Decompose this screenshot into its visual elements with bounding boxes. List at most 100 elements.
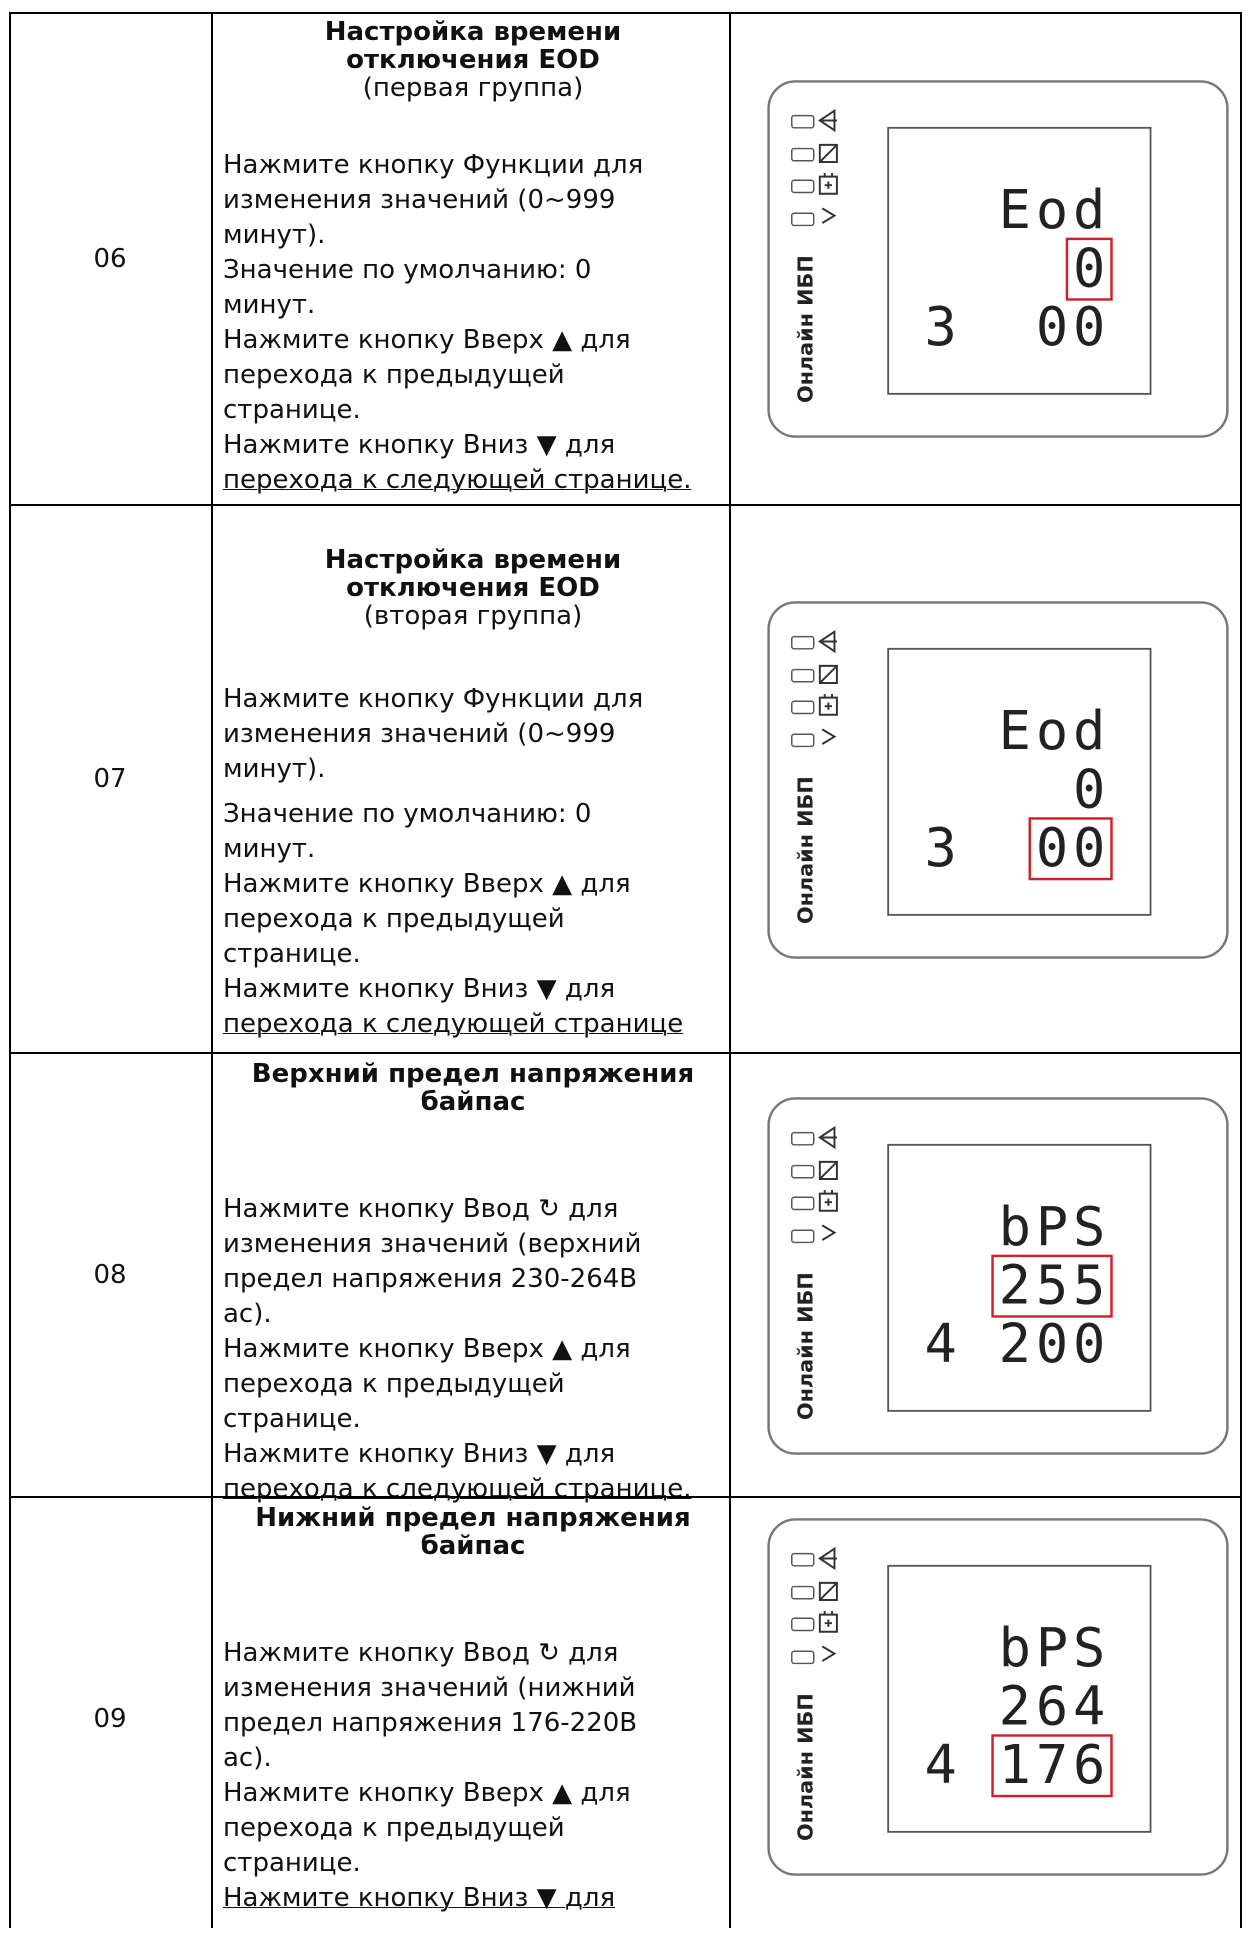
- heading: байпас: [420, 1087, 526, 1117]
- text-line: перехода к предыдущей: [223, 904, 565, 934]
- panel-label: Онлайн ИБП: [793, 1693, 817, 1841]
- icon-battery: [818, 693, 838, 716]
- text-line: минут.: [223, 290, 316, 320]
- text-line: минут.: [223, 834, 316, 864]
- indicator: [791, 1164, 815, 1179]
- paragraph: Нажмите кнопку Ввод ↻ для изменения значе…: [223, 1192, 723, 1332]
- lcd-code: Eod: [999, 178, 1111, 241]
- text-line: Нажмите кнопку Ввод ↻ для: [223, 1638, 619, 1668]
- text-line: перехода к предыдущей: [223, 1813, 565, 1843]
- lcd-value: 200: [999, 1312, 1111, 1375]
- lcd-index: 4: [924, 1312, 961, 1375]
- icon-battery-fault: [818, 143, 838, 163]
- table-border: [9, 12, 11, 1928]
- text-line: Нажмите кнопку Вверх ▲ для: [223, 1778, 631, 1808]
- indicator: [791, 212, 815, 227]
- row-number: 06: [93, 244, 127, 274]
- text-line: Нажмите кнопку Вниз ▼ для: [223, 974, 616, 1004]
- description: Настройка времени отключения EOD (первая г…: [223, 18, 723, 102]
- text-line: минут).: [223, 754, 326, 784]
- indicator: [791, 668, 815, 683]
- heading: отключения EOD: [346, 573, 600, 603]
- text-line: Нажмите кнопку Вниз ▼ для: [223, 430, 616, 460]
- table-border: [729, 12, 731, 1928]
- lcd-value: 255: [999, 1253, 1111, 1316]
- text-line: перехода к предыдущей: [223, 1369, 565, 1399]
- table-border: [1240, 12, 1242, 1928]
- indicator: [791, 635, 815, 650]
- panel-label: Онлайн ИБП: [793, 1272, 817, 1420]
- icon-ac: [821, 1645, 837, 1662]
- table-row: 08 Верхний предел напряжения байпас Нажмите…: [9, 1052, 1242, 1504]
- text-line: Нажмите кнопку Вверх ▲ для: [223, 869, 631, 899]
- lcd-code: bPS: [999, 1195, 1111, 1258]
- icon-bypass: [818, 629, 837, 654]
- highlight-box: [991, 1734, 1113, 1798]
- icon-bypass: [818, 1546, 837, 1571]
- panel-label: Онлайн ИБП: [793, 255, 817, 403]
- text-line: странице.: [223, 1848, 361, 1878]
- heading: Настройка времени: [324, 545, 622, 575]
- text-line: ас).: [223, 1743, 272, 1773]
- icon-ac: [821, 728, 837, 745]
- text-line: странице.: [223, 939, 361, 969]
- text-line: изменения значений (0~999: [223, 185, 616, 215]
- indicator: [791, 1585, 815, 1600]
- highlight-box: [1065, 237, 1113, 301]
- paragraph: Значение по умолчанию: 0 минут.: [223, 797, 723, 867]
- indicator: [791, 1229, 815, 1244]
- lcd-value: 00: [1036, 816, 1110, 879]
- subheading: (первая группа): [362, 73, 584, 103]
- text-line: перехода к следующей странице: [223, 1009, 684, 1039]
- text-line: Нажмите кнопку Вниз ▼ для: [223, 1883, 616, 1913]
- indicator: [791, 1617, 815, 1632]
- icon-bypass: [818, 1125, 837, 1150]
- text-line: странице.: [223, 395, 361, 425]
- row-number: 08: [93, 1260, 127, 1290]
- heading: байпас: [420, 1531, 526, 1561]
- text-line: изменения значений (верхний: [223, 1229, 642, 1259]
- highlight-box: [1028, 817, 1113, 881]
- heading: Настройка времени: [324, 17, 622, 47]
- lcd-code: Eod: [999, 699, 1111, 762]
- instructions: Нажмите кнопку Ввод ↻ для изменения значе…: [223, 1192, 723, 1507]
- table-row: 07 Настройка времени отключения EOD (вторая…: [9, 504, 1242, 1052]
- lcd-screen: [887, 1143, 1152, 1412]
- indicator: [791, 179, 815, 194]
- lcd-index: 3: [924, 295, 961, 358]
- text-line: Нажмите кнопку Функции для: [223, 150, 644, 180]
- icon-battery: [818, 1189, 838, 1212]
- paragraph: Нажмите кнопку Функции для изменения знач…: [223, 682, 723, 787]
- table-border: [211, 12, 213, 1928]
- paragraph: Значение по умолчанию: 0 минут.: [223, 253, 723, 323]
- indicator: [791, 1196, 815, 1211]
- lcd-code: bPS: [999, 1616, 1111, 1679]
- lcd-value: 176: [999, 1733, 1111, 1796]
- subheading: (вторая группа): [363, 601, 583, 631]
- description: Верхний предел напряжения байпас: [223, 1060, 723, 1116]
- panel-label: Онлайн ИБП: [793, 776, 817, 924]
- text-line: Нажмите кнопку Функции для: [223, 684, 644, 714]
- text-line: странице.: [223, 1404, 361, 1434]
- row-number: 09: [93, 1704, 127, 1734]
- text-line: Нажмите кнопку Ввод ↻ для: [223, 1194, 619, 1224]
- text-line: Нажмите кнопку Вниз ▼ для: [223, 1439, 616, 1469]
- paragraph: Нажмите кнопку Вниз ▼ для перехода к след…: [223, 1437, 723, 1507]
- paragraph: Нажмите кнопку Ввод ↻ для изменения значе…: [223, 1636, 723, 1776]
- indicator: [791, 114, 815, 129]
- paragraph: Нажмите кнопку Вниз ▼ для перехода к след…: [223, 972, 723, 1042]
- table-row: 09 Нижний предел напряжения байпас Нажмите …: [9, 1496, 1242, 1940]
- icon-ac: [821, 1224, 837, 1241]
- description: Нижний предел напряжения байпас: [223, 1504, 723, 1560]
- icon-battery-fault: [818, 664, 838, 684]
- text-line: перехода к следующей странице.: [223, 465, 692, 495]
- table-row: 06 Настройка времени отключения EOD (первая…: [9, 12, 1242, 504]
- paragraph: Нажмите кнопку Вверх ▲ для перехода к пре…: [223, 1332, 723, 1437]
- paragraph: Нажмите кнопку Вверх ▲ для перехода к пре…: [223, 323, 723, 428]
- lcd-value: 264: [999, 1674, 1111, 1737]
- icon-battery: [818, 172, 838, 195]
